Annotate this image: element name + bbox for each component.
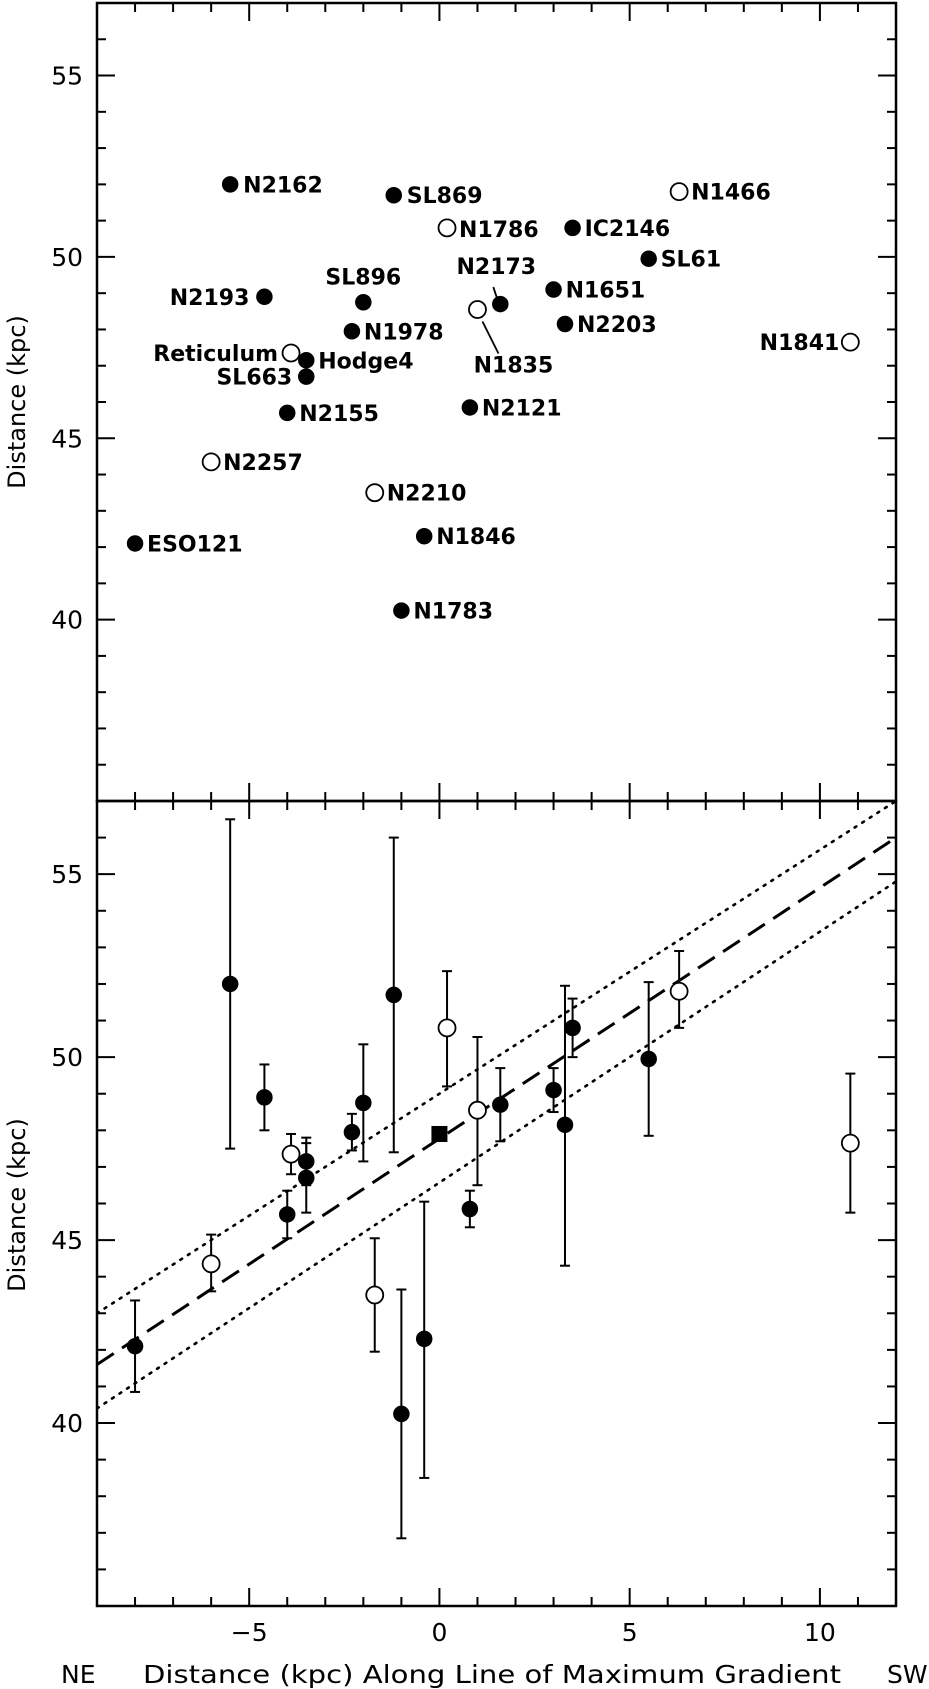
cluster-label-n1846: N1846	[436, 525, 516, 550]
bottom-y-tick-label: 45	[51, 1226, 83, 1255]
data-point	[201, 1254, 221, 1274]
band-upper	[97, 801, 896, 1315]
cluster-label-n2210: N2210	[387, 482, 467, 507]
data-point-n1835	[468, 300, 487, 319]
data-point-n2210	[365, 483, 385, 503]
data-point-n2203	[556, 315, 574, 333]
data-point	[355, 1094, 372, 1112]
cluster-label-n1978: N1978	[364, 320, 444, 345]
data-point	[281, 1144, 301, 1164]
data-point-n1978	[343, 323, 361, 340]
data-point-n2257	[201, 452, 221, 472]
data-point	[256, 1089, 273, 1106]
cluster-label-n1466: N1466	[691, 181, 771, 206]
data-point	[393, 1405, 410, 1423]
data-point	[298, 1169, 315, 1187]
data-point-n2162	[221, 176, 239, 193]
cluster-label-n2257: N2257	[223, 451, 303, 476]
data-point	[840, 1133, 860, 1153]
data-point	[640, 1050, 657, 1068]
bottom-y-tick-label: 55	[51, 860, 83, 889]
data-point	[556, 1116, 574, 1134]
top-y-tick-label: 50	[51, 243, 83, 272]
top-y-tick-label: 45	[51, 424, 83, 453]
data-point-reticulum	[281, 343, 301, 363]
cluster-label-sl896: SL896	[325, 265, 401, 290]
data-point-eso121	[126, 535, 144, 552]
cluster-label-n2193: N2193	[170, 286, 250, 311]
data-point	[545, 1081, 562, 1099]
data-point	[126, 1337, 144, 1355]
top-y-tick-label: 55	[51, 62, 83, 91]
data-point-n1841	[840, 332, 860, 352]
cluster-label-n2173: N2173	[456, 255, 536, 280]
cluster-label-n2155: N2155	[299, 402, 379, 427]
ne-label: NE	[61, 1660, 96, 1689]
top-y-tick-label: 40	[51, 606, 83, 635]
data-point-n1786	[437, 218, 457, 238]
cluster-label-n1786: N1786	[459, 218, 539, 243]
data-point	[437, 1018, 457, 1038]
data-point-n2155	[278, 404, 296, 422]
data-point-n2193	[256, 288, 273, 306]
cluster-label-eso121: ESO121	[147, 532, 243, 557]
cluster-label-n2121: N2121	[482, 396, 562, 421]
cluster-label-n2203: N2203	[577, 313, 657, 338]
label-leader	[492, 286, 499, 300]
cluster-label-n1651: N1651	[566, 279, 646, 304]
data-point	[669, 981, 689, 1001]
data-point	[385, 986, 403, 1004]
top-y-axis-label: Distance (kpc)	[3, 315, 31, 489]
data-point-n1466	[669, 182, 689, 202]
x-tick-label: 5	[622, 1618, 638, 1647]
cluster-label-reticulum: Reticulum	[153, 342, 278, 367]
data-point	[492, 1096, 509, 1113]
label-leader	[481, 321, 500, 354]
data-point-hodge4	[298, 352, 315, 369]
cluster-label-ic2146: IC2146	[585, 217, 671, 242]
cluster-label-sl663: SL663	[216, 366, 292, 391]
cluster-label-sl869: SL869	[407, 184, 483, 209]
data-point-sl869	[385, 186, 403, 204]
cluster-label-n1835: N1835	[474, 354, 554, 379]
bottom-panel: 40 45 50 55 −5 0 5 10	[51, 799, 898, 1647]
data-point-ic2146	[564, 219, 581, 237]
data-point	[415, 1330, 433, 1348]
center-marker	[431, 1125, 448, 1142]
data-point	[365, 1285, 385, 1305]
bottom-y-tick-label: 50	[51, 1043, 83, 1072]
fit-line	[97, 836, 896, 1366]
bottom-y-tick-label: 40	[51, 1409, 83, 1438]
data-point-sl61	[640, 250, 657, 267]
x-tick-label: 10	[804, 1618, 836, 1647]
data-point	[564, 1019, 581, 1037]
data-point-sl663	[298, 368, 315, 385]
data-point	[461, 1200, 479, 1218]
cluster-label-hodge4: Hodge4	[318, 349, 413, 374]
data-point	[278, 1206, 296, 1223]
data-point	[221, 975, 239, 993]
data-point-n2173	[492, 295, 509, 313]
cluster-label-n2162: N2162	[243, 173, 323, 198]
x-axis-label: Distance (kpc) Along Line of Maximum Gra…	[143, 1660, 841, 1689]
x-tick-label: −5	[231, 1618, 268, 1647]
data-point	[468, 1100, 487, 1120]
top-panel: 40 45 50 55 N2162 SL869 N1466 N1786 IC2146 SL61 N2…	[51, 1, 898, 803]
data-point-n1651	[545, 281, 562, 298]
band-lower	[97, 880, 896, 1410]
cluster-label-sl61: SL61	[661, 248, 721, 273]
data-point	[343, 1123, 361, 1141]
cluster-label-n1783: N1783	[413, 600, 493, 625]
cluster-label-n1841: N1841	[760, 331, 840, 356]
sw-label: SW	[887, 1660, 928, 1689]
bottom-plot-frame	[95, 799, 898, 1608]
data-point-n2121	[461, 399, 479, 416]
data-point-n1783	[393, 602, 410, 619]
data-point-n1846	[415, 527, 433, 545]
x-tick-label: 0	[431, 1618, 447, 1647]
data-point-sl896	[355, 294, 372, 311]
bottom-y-axis-label: Distance (kpc)	[3, 1118, 31, 1292]
